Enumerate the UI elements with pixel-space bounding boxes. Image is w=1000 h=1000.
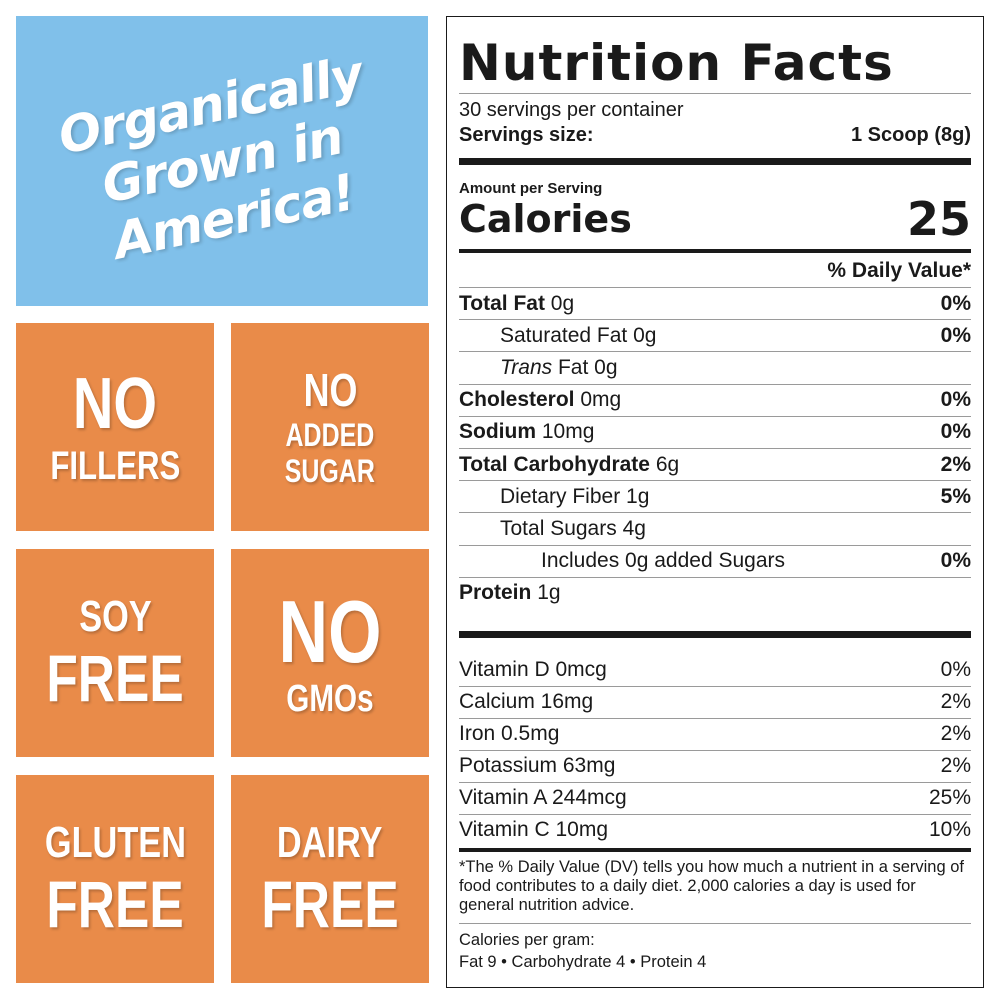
vitamin-row-potassium: Potassium 63mg 2% — [459, 749, 971, 782]
nutrient-dv: 5% — [940, 484, 971, 508]
vitamin-row-a: Vitamin A 244mcg 25% — [459, 781, 971, 814]
nutrient-name: Total Fat — [459, 291, 545, 315]
badge-no-fillers: NO FILLERS — [16, 323, 214, 531]
amount-per-serving: Amount per Serving — [459, 180, 603, 197]
badge-dairy-free: DAIRY FREE — [231, 775, 429, 983]
servings-per-container: 30 servings per container — [459, 99, 684, 121]
nutrient-name: Includes 0g added Sugars — [541, 549, 786, 573]
badge-line: ADDED — [285, 417, 375, 453]
vitamin-list: Vitamin D 0mcg 0% Calcium 16mg 2% Iron 0… — [459, 654, 971, 846]
thick-divider — [459, 158, 971, 165]
calories-per-gram: Calories per gram: Fat 9 • Carbohydrate … — [459, 922, 971, 973]
badge-line: NO — [303, 364, 357, 416]
nutrient-dv: 0% — [940, 323, 971, 347]
nutrient-name: Total Sugars — [500, 516, 617, 540]
vitamin-name: Vitamin C 10mg — [459, 818, 609, 842]
calories-value: 25 — [906, 192, 971, 246]
badge-line: DAIRY — [277, 818, 383, 867]
badge-line: GLUTEN — [44, 818, 186, 867]
nutrient-name-italic: Trans — [500, 355, 553, 379]
nutrient-row-total-fat: Total Fat 0g 0% — [459, 287, 971, 319]
badge-gluten-free: GLUTEN FREE — [16, 775, 214, 983]
nutrition-facts-label: Nutrition Facts 30 servings per containe… — [446, 16, 984, 988]
badge-line: FREE — [46, 641, 184, 715]
badge-line: NO — [278, 582, 382, 681]
serving-size-label: Servings size: — [459, 124, 594, 146]
calories-label: Calories — [459, 197, 632, 241]
vitamin-dv: 10% — [928, 818, 971, 842]
nutrient-row-dietary-fiber: Dietary Fiber 1g 5% — [459, 480, 971, 512]
badge-line: FREE — [261, 867, 399, 941]
daily-value-header: % Daily Value* — [827, 259, 971, 282]
nutrient-row-trans-fat: Trans Fat 0g — [459, 351, 971, 383]
nutrient-row-cholesterol: Cholesterol 0mg 0% — [459, 383, 971, 416]
vitamin-row-d: Vitamin D 0mcg 0% — [459, 654, 971, 686]
nutrient-row-sodium: Sodium 10mg 0% — [459, 415, 971, 448]
serving-size-value: 1 Scoop (8g) — [850, 124, 971, 146]
nutrient-amount: 1g — [537, 581, 561, 605]
badge-line: GMOs — [286, 678, 374, 720]
vitamin-name: Potassium 63mg — [459, 754, 616, 778]
nutrient-list: Total Fat 0g 0% Saturated Fat 0g 0% Tran… — [459, 287, 971, 609]
label-title: Nutrition Facts — [459, 34, 894, 92]
calories-per-gram-values: Fat 9 • Carbohydrate 4 • Protein 4 — [459, 952, 707, 971]
vitamin-dv: 2% — [940, 722, 971, 746]
footnote-section: *The % Daily Value (DV) tells you how mu… — [459, 847, 971, 973]
nutrient-amount: 0g — [550, 291, 575, 315]
nutrient-dv: 0% — [940, 549, 971, 573]
vitamin-dv: 25% — [928, 786, 971, 810]
nutrient-row-total-sugars: Total Sugars 4g — [459, 512, 971, 544]
badge-line: SOY — [78, 592, 152, 641]
nutrient-amount: 0g — [633, 323, 657, 347]
vitamin-name: Iron 0.5mg — [459, 722, 560, 746]
nutrient-name: Protein — [459, 581, 532, 605]
badge-line: FREE — [46, 867, 184, 941]
nutrient-name: Total Carbohydrate — [459, 452, 650, 476]
vitamin-dv: 0% — [940, 657, 971, 681]
nutrient-amount: 4g — [622, 516, 646, 540]
vitamin-row-calcium: Calcium 16mg 2% — [459, 685, 971, 718]
nutrient-name: Cholesterol — [459, 388, 575, 412]
calories-row: Calories 25 — [459, 192, 971, 246]
nutrient-dv: 0% — [940, 291, 971, 315]
banner-text: Organically Grown in America! — [53, 44, 390, 276]
nutrient-amount: 10mg — [541, 420, 595, 444]
nutrient-dv: 2% — [940, 452, 971, 476]
badge-line: FILLERS — [49, 444, 180, 488]
vitamin-row-iron: Iron 0.5mg 2% — [459, 717, 971, 750]
nutrient-row-added-sugars: Includes 0g added Sugars 0% — [459, 544, 971, 577]
nutrient-amount: 1g — [626, 484, 650, 508]
vitamin-dv: 2% — [940, 690, 971, 714]
nutrient-name: Dietary Fiber — [500, 484, 621, 508]
vitamin-dv: 2% — [940, 754, 971, 778]
vitamin-name: Calcium 16mg — [459, 690, 594, 714]
nutrient-row-total-carbohydrate: Total Carbohydrate 6g 2% — [459, 447, 971, 480]
nutrient-name: Saturated Fat — [500, 323, 628, 347]
badge-soy-free: SOY FREE — [16, 549, 214, 757]
vitamin-row-c: Vitamin C 10mg 10% — [459, 813, 971, 846]
serving-size-row: Servings size: 1 Scoop (8g) — [459, 122, 971, 148]
nutrient-dv: 0% — [940, 420, 971, 444]
vitamin-name: Vitamin D 0mcg — [459, 657, 607, 681]
daily-value-footnote: *The % Daily Value (DV) tells you how mu… — [459, 857, 965, 914]
nutrient-name: Fat — [557, 355, 589, 379]
nutrient-amount: 0mg — [580, 388, 622, 412]
nutrient-amount: 6g — [655, 452, 680, 476]
badge-no-gmos: NO GMOs — [231, 549, 429, 757]
nutrient-row-protein: Protein 1g — [459, 576, 971, 609]
medium-divider — [459, 249, 971, 253]
nutrient-row-saturated-fat: Saturated Fat 0g 0% — [459, 319, 971, 351]
badge-line: NO — [72, 364, 158, 444]
badge-no-added-sugar: NO ADDED SUGAR — [231, 323, 429, 531]
organic-banner: Organically Grown in America! — [16, 16, 428, 306]
badge-line: SUGAR — [284, 453, 376, 489]
nutrient-dv: 0% — [940, 388, 971, 412]
nutrient-amount: 0g — [594, 355, 618, 379]
calories-per-gram-title: Calories per gram: — [459, 930, 595, 949]
thick-divider — [459, 630, 971, 638]
nutrient-name: Sodium — [459, 420, 536, 444]
divider — [459, 93, 971, 94]
vitamin-name: Vitamin A 244mcg — [459, 786, 627, 810]
